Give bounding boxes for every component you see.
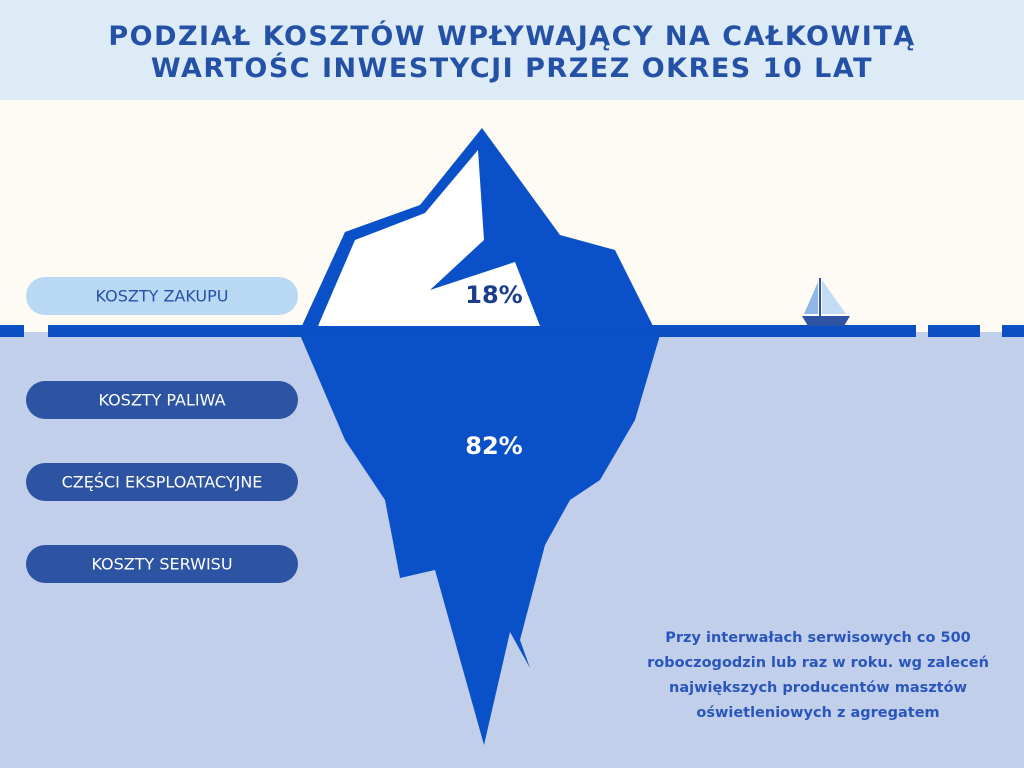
label-text: KOSZTY ZAKUPU xyxy=(96,287,229,306)
label-pill xyxy=(26,545,298,583)
note-line: oświetleniowych z agregatem xyxy=(696,705,939,721)
label-pill xyxy=(26,381,298,419)
note-line: roboczogodzin lub raz w roku. wg zaleceń xyxy=(647,655,989,671)
label-text: KOSZTY SERWISU xyxy=(91,555,232,574)
label-pill xyxy=(26,463,298,501)
waterline xyxy=(0,325,1024,337)
label-pill xyxy=(26,277,298,315)
label-text: KOSZTY PALIWA xyxy=(98,391,225,410)
title-line: WARTOŚC INWESTYCJI PRZEZ OKRES 10 LAT xyxy=(151,52,873,84)
iceberg-face xyxy=(318,150,540,326)
percent-below: 82% xyxy=(465,432,522,460)
header-band xyxy=(0,0,1024,100)
percent-above: 18% xyxy=(465,281,522,309)
label-text: CZĘŚCI EKSPLOATACYJNE xyxy=(62,473,263,492)
title-line: PODZIAŁ KOSZTÓW WPŁYWAJĄCY NA CAŁKOWITĄ xyxy=(108,20,915,52)
note-line: Przy interwałach serwisowych co 500 xyxy=(665,630,971,646)
iceberg-bottom xyxy=(300,335,660,745)
sailboat xyxy=(802,278,850,326)
note-line: największych producentów masztów xyxy=(669,680,967,696)
